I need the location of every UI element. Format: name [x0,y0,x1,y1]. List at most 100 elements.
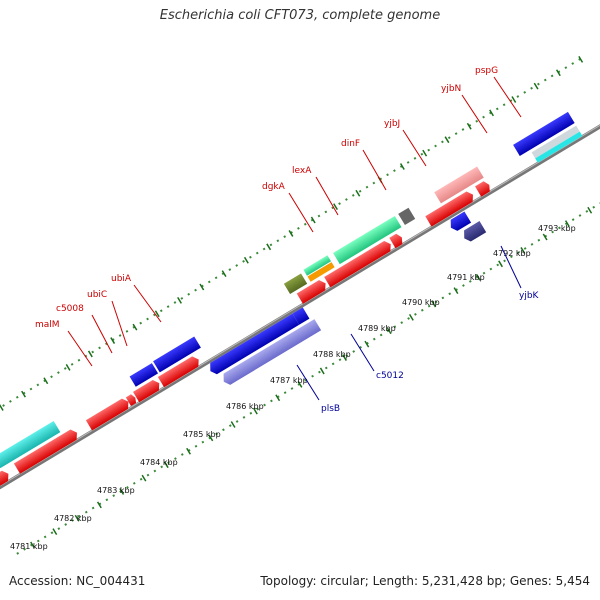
gene-arrow[interactable] [283,273,308,295]
gene-label[interactable]: ubiA [111,274,132,284]
scale-label: 4788 kbp [313,350,351,359]
gene-label[interactable]: yjbK [519,291,540,301]
gene-arrow[interactable] [307,262,335,282]
tick-mark [243,256,249,264]
gene-arrow[interactable] [425,189,476,227]
gene-label[interactable]: c5012 [376,371,404,381]
gene-arrow[interactable] [0,420,61,469]
leader-line [461,94,488,134]
tick-mark [489,109,494,117]
gene-arrow[interactable] [461,221,487,243]
gene-arrow[interactable] [303,255,332,276]
genome-stats-text: Topology: circular; Length: 5,231,428 bp… [260,574,590,588]
tick-mark [355,189,361,197]
accession-text: Accession: NC_004431 [9,574,146,588]
tick-mark [21,390,26,398]
gene-label[interactable]: dinF [341,139,360,149]
leader-line [133,284,162,323]
gene-label[interactable]: c5008 [56,304,84,314]
tick-mark [141,474,147,482]
gene-arrow[interactable] [292,307,310,325]
tick-mark [87,350,93,358]
tick-mark [578,55,584,63]
tick-mark [177,296,182,304]
gene-label[interactable]: malM [35,320,60,330]
scale-label: 4791 kbp [447,273,485,282]
leader-line [500,245,522,289]
forward-strand-genes [0,111,583,497]
scale-label: 4790 kbp [402,298,440,307]
scale-label: 4783 kbp [97,486,135,495]
page-title: Escherichia coli CFT073, complete genome [159,8,441,23]
gene-arrow[interactable] [125,393,138,406]
tick-mark [310,216,316,224]
gene-arrow[interactable] [207,313,300,377]
gene-arrow[interactable] [447,211,472,232]
tick-mark [110,337,116,344]
gene-label[interactable]: plsB [321,404,340,414]
gene-arrow[interactable] [85,397,132,431]
gene-arrow[interactable] [220,319,322,387]
tick-mark [498,260,503,268]
gene-arrow[interactable] [296,278,329,304]
gene-arrow[interactable] [333,215,402,265]
leader-line [296,364,320,401]
tick-mark [288,230,294,237]
tick-mark [65,363,71,371]
gene-label[interactable]: yjbN [441,84,461,94]
leader-line [111,300,128,347]
scale-label: 4787 kbp [270,376,308,385]
tick-mark [364,340,370,348]
gene-arrow[interactable] [531,125,580,159]
gene-label[interactable]: dgkA [262,182,286,192]
gene-arrow[interactable] [475,180,492,197]
tick-mark [511,96,517,103]
tick-mark [444,136,450,144]
tick-mark [275,394,281,402]
reverse-strand-genes [207,211,487,387]
tick-mark [587,206,593,214]
gene-arrow[interactable] [0,469,11,497]
tick-mark [43,377,49,385]
tick-mark [453,287,459,294]
gene-arrow[interactable] [434,166,484,204]
gene-label[interactable]: pspG [475,66,498,76]
tick-mark [520,247,526,254]
tick-mark [119,488,125,495]
tick-mark [555,69,561,77]
leader-line [91,314,113,354]
scale-label: 4792 kbp [493,249,531,258]
tick-mark [564,220,570,228]
gene-arrow[interactable] [535,131,583,163]
tick-mark [319,367,325,375]
tick-mark [52,528,58,536]
gene-arrow[interactable] [389,232,405,249]
gene-arrow[interactable] [133,378,162,403]
gene-arrow[interactable] [324,239,394,288]
gene-label[interactable]: lexA [292,166,312,176]
scale-labels: 4781 kbp 4782 kbp 4783 kbp 4784 kbp 4785 kbp… [10,224,576,551]
leader-line [67,330,93,367]
gene-arrow[interactable] [129,363,159,387]
leader-line [402,129,427,167]
gene-arrow[interactable] [157,354,202,388]
gene-label[interactable]: ubiC [87,290,107,300]
tick-mark [0,404,4,411]
scale-label: 4782 kbp [54,514,92,523]
gene-arrow[interactable] [153,336,201,373]
gene-arrow[interactable] [13,427,80,474]
tick-mark [475,273,481,281]
tick-mark [399,163,405,170]
tick-mark [186,447,191,455]
tick-mark [431,300,437,308]
gene-arrow[interactable] [513,111,575,157]
tick-mark [199,283,205,291]
tick-mark [386,327,392,335]
gene-arrow[interactable] [398,207,416,226]
gene-label[interactable]: yjbJ [384,119,400,129]
tick-mark [533,82,539,90]
leader-line [493,76,522,118]
leader-line [315,176,339,216]
tick-mark [542,233,548,241]
